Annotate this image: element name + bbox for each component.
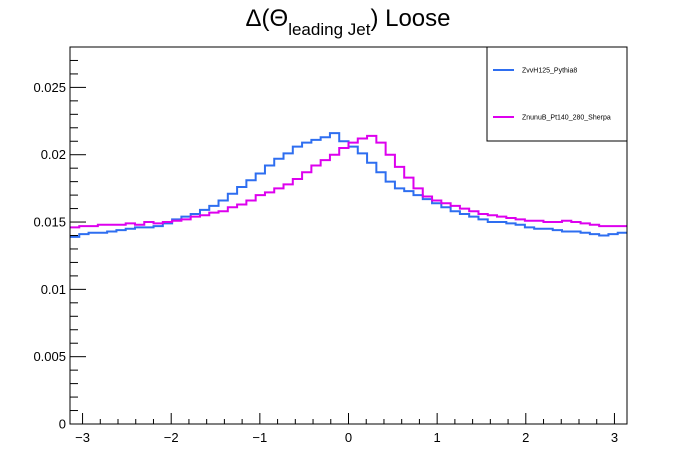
- series-line-2: [70, 134, 627, 229]
- x-tick-label: −2: [164, 430, 179, 445]
- legend-label-1: ZvvH125_Pythia8: [522, 68, 577, 75]
- y-tick-label: 0: [59, 417, 66, 432]
- legend-label-2: ZnunuB_Pt140_280_Sherpa: [522, 115, 611, 122]
- axes-layer: −3 −2 −1 0 1 2 3 0 0.005 0.01 0.015 0.02 0.025: [33, 46, 628, 445]
- x-tick-label: 3: [611, 430, 618, 445]
- legend-box: [486, 46, 628, 142]
- x-tick-label: −3: [75, 430, 90, 445]
- y-tick-label: 0.025: [33, 80, 66, 95]
- chart-title-suffix: ) Loose: [370, 5, 450, 32]
- y-tick-label: 0.01: [41, 282, 66, 297]
- chart-title: Δ(Θleading Jet) Loose: [246, 5, 451, 39]
- x-tick-label: 2: [522, 430, 529, 445]
- x-tick-label: −1: [252, 430, 267, 445]
- y-tick-label: 0.005: [33, 349, 66, 364]
- y-tick-label: 0.015: [33, 215, 66, 230]
- chart-title-prefix: Δ(Θ: [246, 5, 289, 32]
- legend: ZvvH125_Pythia8 ZnunuB_Pt140_280_Sherpa: [486, 46, 628, 142]
- series-line-1: [70, 132, 627, 238]
- y-tick-label: 0.02: [41, 147, 66, 162]
- series-layer: [70, 132, 627, 238]
- chart-title-subscript: leading Jet: [288, 20, 371, 39]
- x-tick-label: 0: [345, 430, 352, 445]
- x-tick-label: 1: [434, 430, 441, 445]
